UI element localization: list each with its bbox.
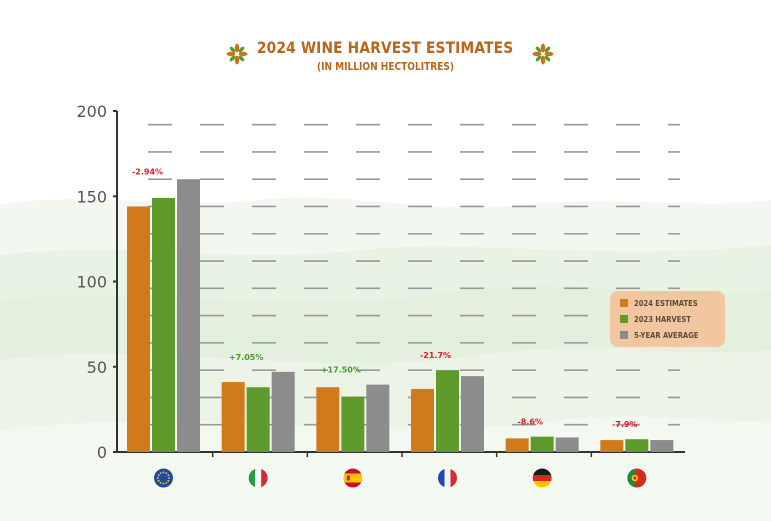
bar	[411, 388, 434, 452]
chart-title-block: 2024 WINE HARVEST ESTIMATES (IN MILLION …	[0, 38, 771, 73]
bar	[555, 437, 579, 452]
bar	[152, 197, 175, 452]
flag-outline	[342, 467, 364, 489]
change-label: +7.05%	[229, 353, 263, 362]
spain-flag-icon	[342, 468, 363, 488]
left-ornament-icon	[226, 43, 248, 65]
y-tick-label: 150	[76, 187, 107, 206]
bar	[221, 382, 245, 452]
y-tick-label: 200	[76, 102, 107, 121]
bar	[436, 370, 459, 452]
bar	[177, 179, 200, 452]
change-label: +17.50%	[321, 366, 361, 375]
france-flag-icon	[437, 468, 458, 488]
chart-title: 2024 WINE HARVEST ESTIMATES	[257, 38, 514, 57]
change-label: -2.94%	[132, 167, 163, 176]
bar	[530, 436, 554, 452]
bar	[625, 439, 649, 452]
chart-subtitle: (IN MILLION HECTOLITRES)	[316, 61, 454, 73]
flag-outline	[247, 467, 269, 489]
legend-item-5yr: 5-YEAR AVERAGE	[620, 329, 710, 341]
bar	[341, 396, 365, 452]
legend-swatch	[620, 331, 628, 339]
bar	[366, 384, 390, 452]
flag-outline	[437, 467, 458, 489]
y-tick-label: 0	[97, 443, 107, 462]
legend-label: 2024 ESTIMATES	[634, 298, 698, 308]
bar	[246, 387, 270, 452]
y-tick-label: 100	[76, 273, 107, 292]
bar	[461, 376, 484, 452]
right-ornament-icon	[532, 43, 554, 65]
portugal-flag-icon	[626, 468, 647, 488]
flag-outline	[626, 467, 648, 489]
change-label: -8.6%	[517, 418, 543, 427]
chart-legend: 2024 ESTIMATES 2023 HARVEST 5-YEAR AVERA…	[610, 291, 725, 347]
bar	[271, 371, 295, 452]
italy-flag-icon	[248, 468, 269, 488]
change-label: -7.9%	[612, 420, 638, 429]
bar	[316, 387, 340, 452]
eu-flag-icon	[153, 468, 174, 488]
flag-outline	[153, 467, 174, 489]
legend-item-2024: 2024 ESTIMATES	[620, 297, 709, 309]
legend-swatch	[620, 299, 628, 307]
bar	[505, 438, 529, 452]
germany-flag-icon	[532, 468, 553, 488]
legend-label: 2023 HARVEST	[634, 314, 691, 324]
legend-swatch	[620, 315, 628, 323]
legend-item-2023: 2023 HARVEST	[620, 313, 701, 325]
y-tick-label: 50	[87, 358, 107, 377]
bar	[600, 440, 624, 452]
legend-label: 5-YEAR AVERAGE	[634, 330, 699, 340]
change-label: -21.7%	[420, 351, 451, 360]
flag-outline	[531, 467, 553, 489]
bar	[127, 206, 150, 452]
bar	[650, 440, 674, 452]
